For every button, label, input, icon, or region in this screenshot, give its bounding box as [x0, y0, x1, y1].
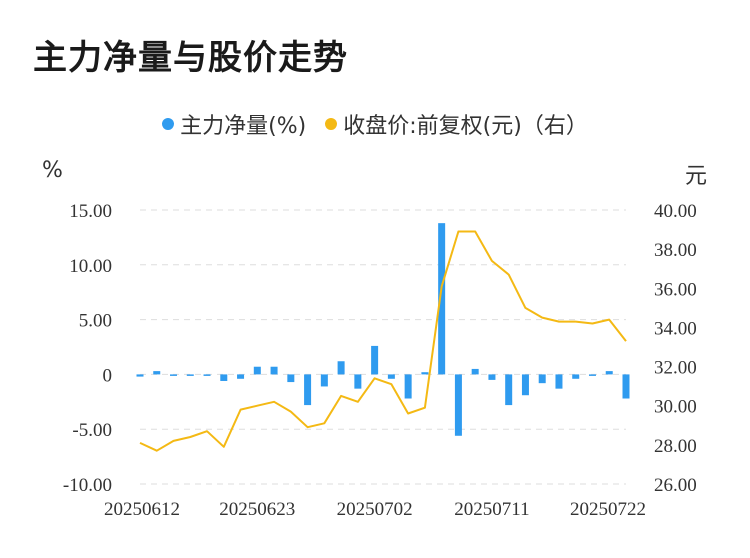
net-flow-bar: [270, 366, 278, 375]
net-flow-bar: [387, 374, 395, 379]
left-tick-label: -10.00: [63, 475, 112, 496]
net-flow-bar: [136, 374, 144, 377]
legend-label-net-flow: 主力净量(%): [180, 114, 307, 139]
net-flow-bar: [186, 374, 194, 376]
left-tick-label: 0: [103, 365, 113, 386]
legend-label-close-price: 收盘价:前复权(元)（右）: [343, 114, 588, 139]
net-flow-bar: [304, 374, 312, 406]
legend-dot-icon: [325, 118, 338, 130]
net-flow-bar: [622, 374, 630, 399]
net-flow-bar: [237, 374, 245, 379]
net-flow-bar: [505, 374, 513, 406]
net-flow-bar: [153, 371, 161, 375]
net-flow-bar: [404, 374, 412, 399]
net-flow-bar: [588, 374, 596, 376]
right-tick-label: 34.00: [654, 318, 697, 339]
x-tick-label: 20250612: [104, 499, 180, 520]
net-flow-bar: [253, 366, 261, 375]
net-flow-bar: [320, 374, 328, 387]
x-tick-label: 20250711: [454, 499, 529, 520]
net-flow-bar: [605, 371, 613, 375]
left-tick-label: 10.00: [69, 256, 112, 277]
right-tick-label: 32.00: [654, 358, 697, 379]
net-flow-bar: [220, 374, 228, 381]
x-tick-label: 20250623: [219, 499, 295, 520]
net-flow-bar: [454, 374, 462, 436]
legend: 主力净量(%) 收盘价:前复权(元)（右）: [0, 108, 750, 140]
net-flow-bar: [287, 374, 295, 383]
left-tick-label: 15.00: [69, 201, 112, 222]
close-price-line: [139, 230, 627, 452]
net-flow-bar: [421, 372, 429, 375]
right-tick-label: 38.00: [654, 240, 697, 261]
right-tick-label: 36.00: [654, 279, 697, 300]
net-flow-bar: [521, 374, 529, 396]
net-flow-bar: [337, 361, 345, 375]
net-flow-bar: [203, 374, 211, 376]
legend-dot-icon: [162, 118, 175, 130]
left-tick-label: -5.00: [72, 420, 112, 441]
net-flow-bar: [572, 374, 580, 379]
right-tick-label: 28.00: [654, 436, 697, 457]
net-flow-bar: [354, 374, 362, 389]
net-flow-bar: [371, 345, 379, 375]
left-axis-unit: %: [42, 158, 63, 183]
net-flow-bar: [471, 368, 479, 375]
right-axis-unit: 元: [685, 164, 708, 189]
left-tick-label: 5.00: [79, 311, 112, 332]
net-flow-bar: [555, 374, 563, 389]
bar-series: [136, 223, 630, 436]
right-tick-label: 30.00: [654, 397, 697, 418]
grid-lines: [140, 209, 626, 485]
net-flow-bar: [488, 374, 496, 380]
net-flow-bar: [538, 374, 546, 384]
legend-item-close-price[interactable]: 收盘价:前复权(元)（右）: [325, 108, 588, 140]
legend-item-net-flow[interactable]: 主力净量(%): [162, 108, 306, 140]
net-flow-bar: [438, 223, 446, 375]
right-tick-label: 26.00: [654, 475, 697, 496]
net-flow-bar: [170, 374, 178, 376]
line-series: [139, 230, 627, 452]
right-tick-label: 40.00: [654, 201, 697, 222]
chart-title: 主力净量与股价走势: [33, 38, 348, 78]
x-tick-label: 20250722: [570, 499, 646, 520]
axis-ticks: -10.00 -5.00 0 5.00 10.00 15.00 26.00 28.00 30.0…: [63, 201, 697, 520]
x-tick-label: 20250702: [337, 499, 413, 520]
